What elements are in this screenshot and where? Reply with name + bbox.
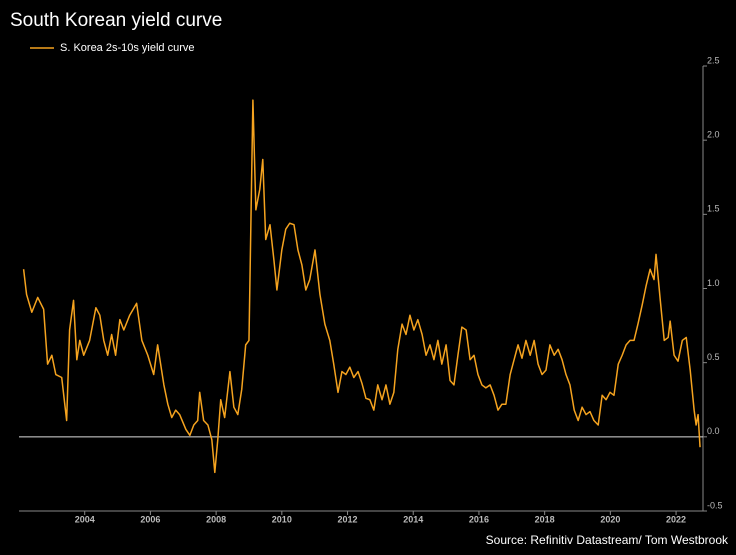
y-tick-label: 1.0 bbox=[707, 278, 720, 288]
x-tick-label: 2014 bbox=[403, 514, 423, 524]
x-tick-label: 2016 bbox=[469, 514, 489, 524]
x-tick-label: 2010 bbox=[272, 514, 292, 524]
x-tick-label: 2012 bbox=[338, 514, 358, 524]
y-tick-label: 2.5 bbox=[707, 55, 720, 65]
y-tick-label: 1.5 bbox=[707, 204, 720, 214]
series-line bbox=[22, 99, 701, 474]
legend-label: S. Korea 2s-10s yield curve bbox=[60, 42, 195, 54]
x-tick-label: 2006 bbox=[140, 514, 160, 524]
y-tick-label: 2.0 bbox=[707, 130, 720, 140]
x-tick-label: 2020 bbox=[600, 514, 620, 524]
x-tick-label: 2004 bbox=[75, 514, 95, 524]
source: Source: Refinitiv Datastream/ Tom Westbr… bbox=[486, 533, 729, 547]
y-tick-label: 0.5 bbox=[707, 352, 720, 362]
x-tick-label: 2022 bbox=[666, 514, 686, 524]
y-tick-label: -0.5 bbox=[707, 500, 723, 510]
x-tick-label: 2018 bbox=[535, 514, 555, 524]
y-tick-label: 0.0 bbox=[707, 426, 720, 436]
x-tick-label: 2008 bbox=[206, 514, 226, 524]
chart-title: South Korean yield curve bbox=[10, 10, 222, 31]
